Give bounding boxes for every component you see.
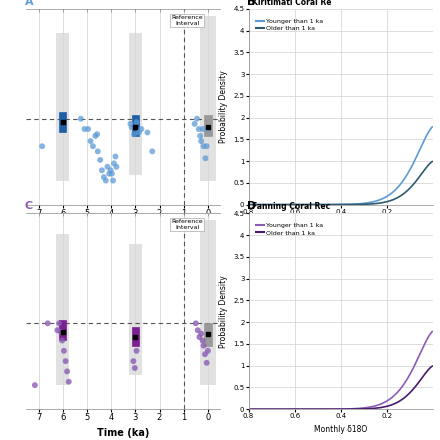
Point bbox=[110, 177, 117, 184]
Point bbox=[144, 129, 151, 136]
Bar bbox=[56, 33, 70, 180]
Y-axis label: Probability Density: Probability Density bbox=[219, 275, 228, 348]
X-axis label: Monthly δ18O: Monthly δ18O bbox=[314, 220, 368, 229]
Point bbox=[198, 138, 205, 145]
Bar bbox=[200, 220, 216, 385]
Point bbox=[127, 121, 134, 128]
Point bbox=[133, 347, 140, 354]
Point bbox=[57, 328, 64, 335]
Bar bbox=[128, 33, 142, 176]
Point bbox=[62, 358, 69, 365]
Point bbox=[113, 163, 120, 170]
Point bbox=[203, 143, 210, 150]
Bar bbox=[128, 244, 142, 375]
Point bbox=[112, 153, 119, 160]
Point bbox=[136, 129, 143, 136]
Point bbox=[63, 368, 70, 375]
Point bbox=[198, 330, 205, 337]
Point bbox=[199, 125, 206, 132]
Bar bbox=[59, 112, 66, 132]
Point bbox=[197, 132, 204, 139]
Point bbox=[205, 347, 212, 354]
Point bbox=[110, 160, 117, 167]
Point bbox=[131, 131, 138, 138]
Point bbox=[128, 124, 135, 131]
Point bbox=[202, 351, 209, 358]
Point bbox=[200, 342, 207, 349]
Point bbox=[196, 334, 203, 341]
Text: C: C bbox=[25, 202, 33, 212]
Point bbox=[100, 174, 107, 181]
Legend: Younger than 1 ka, Older than 1 ka: Younger than 1 ka, Older than 1 ka bbox=[253, 16, 326, 33]
Point bbox=[195, 125, 202, 132]
Point bbox=[106, 170, 113, 177]
Point bbox=[202, 155, 209, 162]
Point bbox=[205, 125, 212, 132]
Point bbox=[133, 119, 140, 126]
Point bbox=[138, 125, 145, 132]
Point bbox=[87, 138, 94, 145]
Point bbox=[31, 381, 38, 389]
Point bbox=[99, 167, 106, 174]
Point bbox=[84, 125, 92, 132]
Point bbox=[39, 143, 46, 150]
Bar bbox=[56, 234, 70, 385]
Point bbox=[89, 143, 96, 150]
Point bbox=[200, 143, 207, 150]
Bar bbox=[204, 115, 212, 136]
Point bbox=[60, 347, 67, 354]
Bar bbox=[132, 115, 139, 136]
Point bbox=[92, 132, 99, 139]
Text: Reference
Interval: Reference Interval bbox=[171, 219, 203, 231]
X-axis label: Time (ka): Time (ka) bbox=[97, 428, 150, 438]
Point bbox=[131, 364, 138, 371]
Text: D: D bbox=[247, 202, 256, 212]
Point bbox=[199, 337, 206, 344]
Bar bbox=[132, 327, 139, 346]
Text: Fanning Coral Rec: Fanning Coral Rec bbox=[252, 202, 330, 212]
Point bbox=[104, 163, 111, 170]
Text: Kiritimati Coral Re: Kiritimati Coral Re bbox=[252, 0, 332, 7]
X-axis label: Monthly δ18O: Monthly δ18O bbox=[314, 425, 368, 434]
Point bbox=[94, 131, 101, 138]
Point bbox=[194, 326, 201, 334]
Text: A: A bbox=[25, 0, 33, 7]
Bar bbox=[200, 16, 216, 180]
Point bbox=[44, 320, 51, 327]
X-axis label: Time (ka): Time (ka) bbox=[97, 224, 150, 233]
Point bbox=[65, 378, 72, 385]
Point bbox=[130, 358, 137, 365]
Point bbox=[194, 115, 201, 122]
Point bbox=[149, 148, 156, 155]
Point bbox=[59, 337, 66, 344]
Bar bbox=[59, 320, 66, 341]
Point bbox=[203, 359, 210, 367]
Point bbox=[108, 170, 115, 177]
Point bbox=[81, 125, 88, 132]
Point bbox=[191, 121, 198, 128]
Point bbox=[77, 115, 84, 122]
Legend: Younger than 1 ka, Older than 1 ka: Younger than 1 ka, Older than 1 ka bbox=[253, 220, 326, 238]
Bar bbox=[204, 323, 212, 346]
Text: B: B bbox=[247, 0, 255, 7]
Y-axis label: Probability Density: Probability Density bbox=[219, 70, 228, 143]
Point bbox=[55, 320, 62, 327]
Point bbox=[97, 157, 104, 164]
Point bbox=[94, 148, 101, 155]
Point bbox=[107, 167, 114, 174]
Text: Reference
Interval: Reference Interval bbox=[171, 15, 203, 26]
Point bbox=[102, 177, 109, 184]
Point bbox=[192, 320, 199, 327]
Point bbox=[54, 326, 61, 334]
